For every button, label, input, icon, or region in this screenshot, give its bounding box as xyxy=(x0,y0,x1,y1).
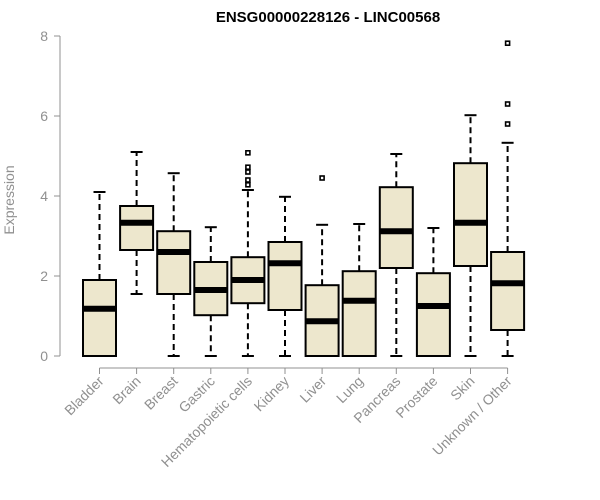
iqr-box xyxy=(119,205,155,251)
outlier-point xyxy=(245,182,251,188)
x-tick-label: Lung xyxy=(333,373,366,406)
iqr-box xyxy=(453,162,488,267)
y-tick-label: 8 xyxy=(40,28,48,44)
outlier-point xyxy=(245,150,251,156)
box-breast xyxy=(156,172,192,357)
iqr-box xyxy=(490,251,526,331)
x-tick-label: Skin xyxy=(447,373,478,404)
boxes xyxy=(82,40,526,358)
box-hematopoietic-cells xyxy=(230,150,266,357)
y-axis-label: Expression xyxy=(1,165,17,234)
iqr-box xyxy=(341,270,377,358)
x-tick-label: Kidney xyxy=(251,373,293,415)
outlier-point xyxy=(245,164,251,170)
box-prostate xyxy=(415,227,451,358)
outlier-point xyxy=(319,175,325,181)
box-brain xyxy=(119,151,155,295)
iqr-box xyxy=(156,230,192,295)
iqr-box xyxy=(378,186,414,269)
box-kidney xyxy=(267,195,303,357)
box-unknown-other xyxy=(490,40,526,357)
box-skin xyxy=(453,114,488,357)
chart-title: ENSG00000228126 - LINC00568 xyxy=(216,9,440,26)
box-lung xyxy=(341,223,377,358)
y-axis: 0 2 4 6 8 xyxy=(40,28,61,364)
y-tick-label: 6 xyxy=(40,108,48,124)
y-tick-label: 2 xyxy=(40,268,48,284)
outlier-point xyxy=(504,121,511,127)
iqr-box xyxy=(415,272,451,358)
outlier-point xyxy=(504,40,511,47)
iqr-box xyxy=(82,279,117,357)
box-liver xyxy=(304,175,340,358)
x-tick-label: Liver xyxy=(296,373,329,406)
outlier-point xyxy=(245,177,251,183)
y-tick-label: 0 xyxy=(40,348,48,364)
outlier-point xyxy=(504,101,511,107)
outlier-point xyxy=(245,169,251,175)
y-tick-label: 4 xyxy=(40,188,48,204)
x-tick-label: Breast xyxy=(141,373,181,413)
x-tick-label: Brain xyxy=(109,373,143,407)
box-gastric xyxy=(193,226,229,357)
x-tick-label: Prostate xyxy=(392,373,440,421)
x-tick-label: Bladder xyxy=(61,373,107,419)
box-pancreas xyxy=(378,153,414,357)
iqr-box xyxy=(267,241,303,311)
box-bladder xyxy=(82,191,117,357)
